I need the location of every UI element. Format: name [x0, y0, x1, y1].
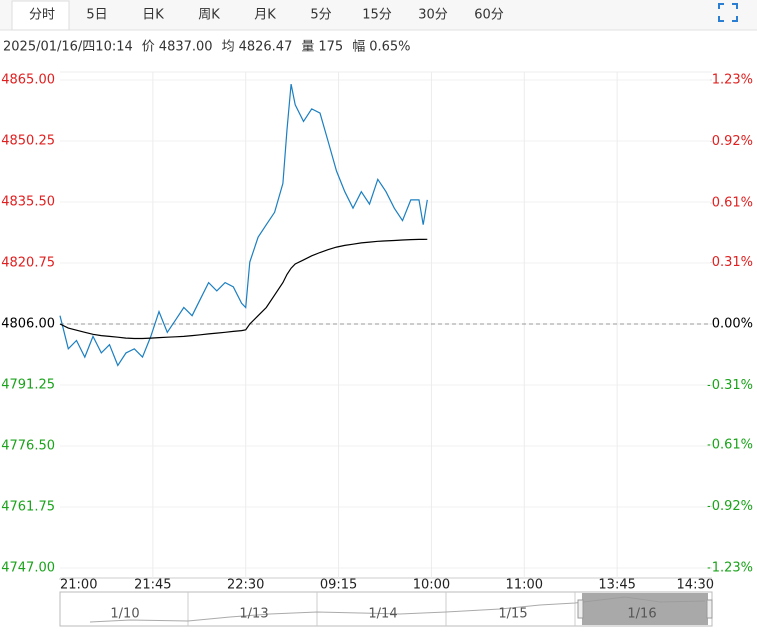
navigator-label: 1/13	[239, 607, 268, 622]
y-tick-label: 4835.50	[1, 195, 55, 210]
y-tick-label: 4820.75	[1, 256, 55, 271]
tab[interactable]: 5分	[310, 8, 331, 23]
tab[interactable]: 周K	[198, 8, 220, 23]
info-value: 0.65%	[369, 40, 410, 55]
tab[interactable]: 日K	[142, 8, 164, 23]
y-tick-label: 4850.25	[1, 134, 55, 149]
info-value: 4837.00	[159, 40, 213, 55]
tab[interactable]: 15分	[362, 8, 392, 23]
x-tick-label: 22:30	[227, 578, 264, 593]
y-tick-label: 4761.75	[1, 500, 55, 515]
info-label: 均	[222, 40, 235, 55]
navigator-dividers	[187, 592, 576, 626]
price-line	[59, 83, 428, 367]
x-tick-label: 13:45	[598, 578, 635, 593]
price-line	[59, 238, 428, 340]
tab[interactable]: 5日	[86, 8, 107, 23]
navigator-label: 1/16	[627, 607, 656, 622]
fullscreen-icon[interactable]	[718, 3, 738, 22]
y-tick-label: 4791.25	[1, 378, 55, 393]
tab[interactable]: 月K	[254, 8, 276, 23]
y2-tick-label: -1.23%	[707, 561, 753, 576]
info-datetime: 2025/01/16/四10:14	[3, 40, 133, 55]
tab-bar	[0, 0, 757, 30]
navigator-label: 1/10	[110, 607, 139, 622]
x-tick-label: 21:45	[134, 578, 171, 593]
x-tick-label: 11:00	[506, 578, 543, 593]
y2-tick-label: -0.31%	[707, 378, 753, 393]
info-value: 4826.47	[239, 40, 293, 55]
x-tick-label: 21:00	[60, 578, 97, 593]
info-label: 价	[142, 40, 155, 55]
navigator-handle-right[interactable]	[706, 599, 713, 619]
y2-tick-label: -0.61%	[707, 438, 753, 453]
tab[interactable]: 60分	[474, 8, 504, 23]
tab[interactable]: 分时	[29, 8, 55, 23]
y2-tick-label: -0.92%	[707, 499, 753, 514]
y2-tick-label: 0.61%	[712, 195, 753, 210]
y-tick-label: 4747.00	[1, 561, 55, 576]
navigator-selection[interactable]	[582, 593, 708, 625]
navigator-label: 1/15	[498, 607, 527, 622]
y-tick-label: 4776.50	[1, 439, 55, 454]
active-tab-bg	[11, 0, 70, 31]
y2-tick-label: 0.31%	[712, 255, 753, 270]
y-tick-label: 4806.00	[1, 317, 55, 332]
x-tick-label: 10:00	[413, 578, 450, 593]
x-tick-label: 14:30	[677, 578, 714, 593]
x-tick-label: 09:15	[320, 578, 357, 593]
y-tick-label: 4865.00	[1, 73, 55, 88]
y2-tick-label: 1.23%	[712, 73, 753, 88]
info-value: 175	[318, 40, 343, 55]
tab[interactable]: 30分	[418, 8, 448, 23]
navigator-handle-left[interactable]	[577, 599, 584, 619]
y2-tick-label: 0.00%	[712, 317, 753, 332]
info-label: 幅	[352, 40, 365, 55]
y2-tick-label: 0.92%	[712, 134, 753, 149]
info-label: 量	[301, 40, 314, 55]
navigator-label: 1/14	[368, 607, 397, 622]
